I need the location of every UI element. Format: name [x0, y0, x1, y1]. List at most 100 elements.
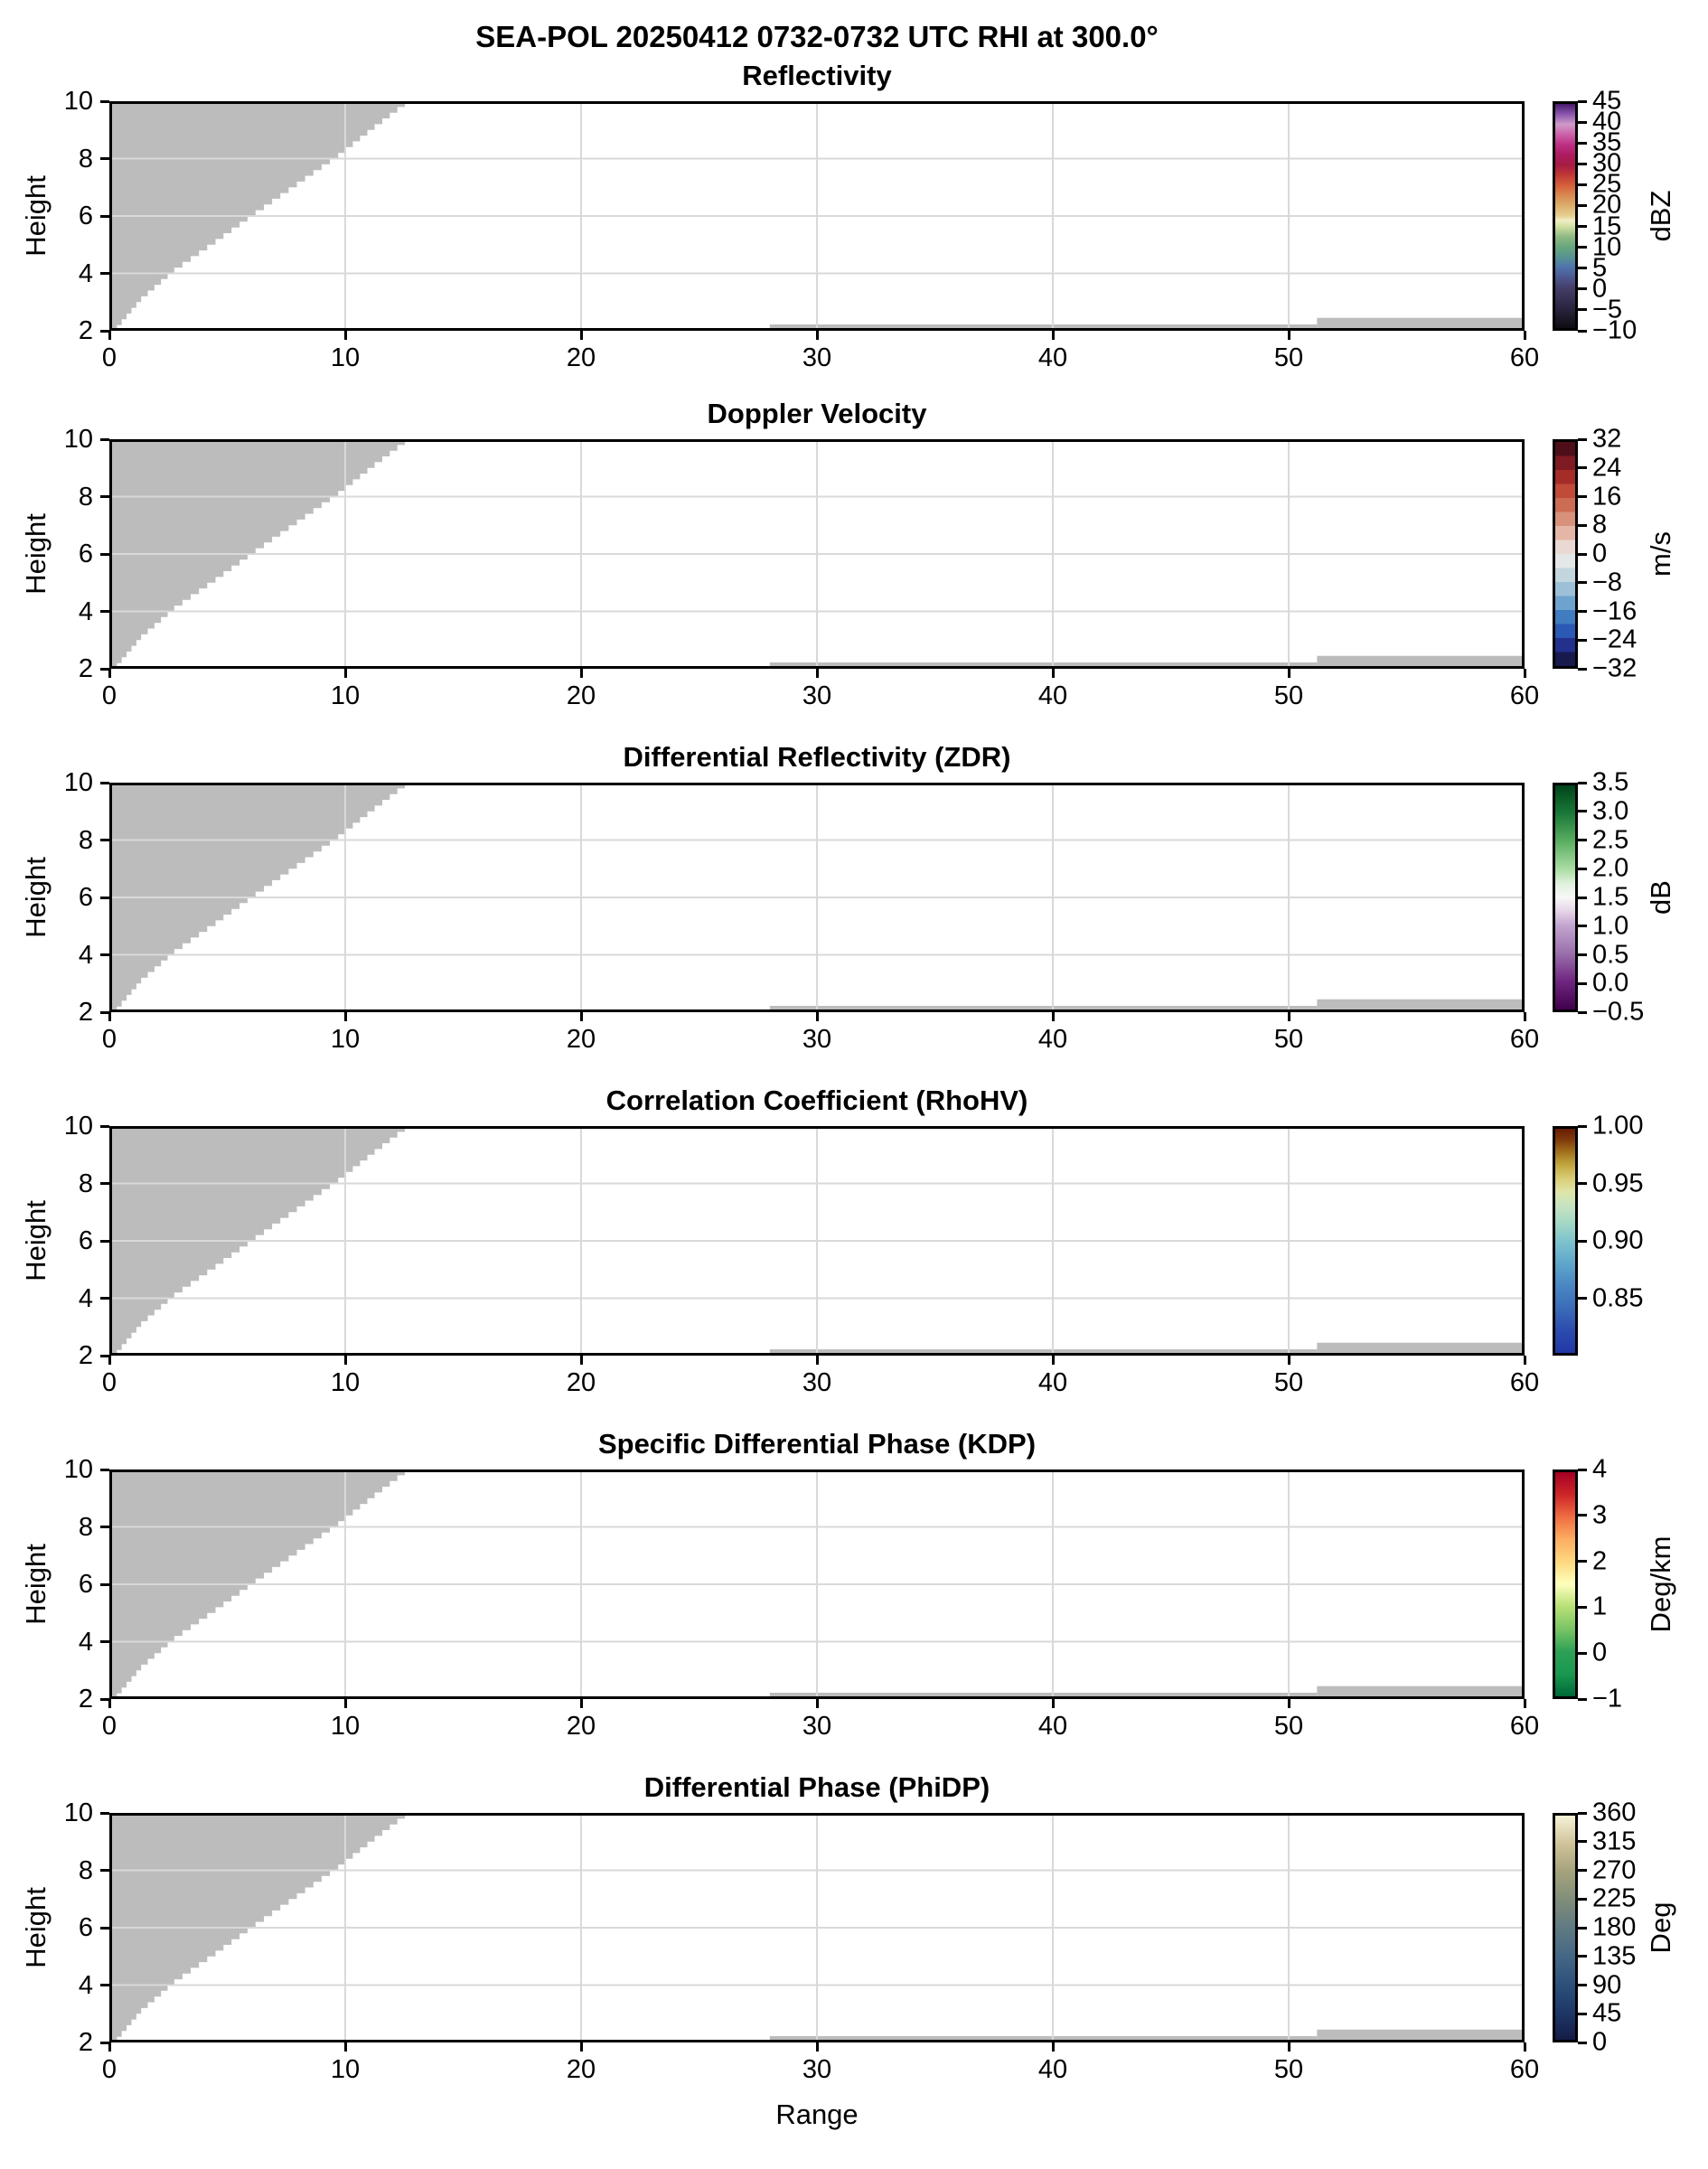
- gridlines: [109, 439, 1525, 669]
- colorbar-tick-label: 16: [1592, 482, 1622, 511]
- colorbar-unit-label: Deg/km: [1645, 1535, 1676, 1633]
- plot-spines: [109, 101, 1525, 331]
- y-tick-mark: [100, 1869, 109, 1872]
- y-tick-label: 4: [78, 596, 93, 626]
- plot-area: [109, 783, 1525, 1012]
- x-tick-label: 20: [566, 1712, 596, 1741]
- colorbar-tick-label: −1: [1592, 1684, 1623, 1714]
- no-data-strip: [769, 324, 1318, 331]
- x-tick-mark: [579, 669, 583, 678]
- colorbar: [1553, 783, 1578, 1012]
- x-tick-label: 30: [802, 1712, 832, 1741]
- x-tick-mark: [1051, 1699, 1055, 1708]
- colorbar-tick-label: 40: [1592, 107, 1622, 136]
- colorbar-tick-label: −8: [1592, 568, 1623, 597]
- colorbar-tick-label: −10: [1592, 315, 1638, 345]
- x-tick-label: 10: [330, 1712, 361, 1741]
- x-tick-label: 60: [1509, 2055, 1540, 2084]
- x-tick-label: 50: [1273, 2055, 1304, 2084]
- colorbar-tick-mark: [1578, 2041, 1587, 2044]
- no-data-strip: [1317, 1342, 1525, 1356]
- x-tick-mark: [815, 1012, 819, 1021]
- plot-spines: [109, 1126, 1525, 1356]
- colorbar-tick-label: 0.0: [1592, 968, 1629, 998]
- colorbar-tick-mark: [1578, 1124, 1587, 1128]
- x-tick-mark: [815, 2042, 819, 2052]
- colorbar-unit-label: dBZ: [1645, 190, 1676, 242]
- colorbar-tick-mark: [1578, 1897, 1587, 1901]
- colorbar-tick-mark: [1578, 981, 1587, 985]
- colorbar-tick-label: 45: [1592, 86, 1622, 116]
- x-tick-mark: [815, 331, 819, 340]
- x-tick-mark: [1523, 1699, 1526, 1708]
- x-tick-mark: [1287, 2042, 1290, 2052]
- y-tick-label: 8: [78, 1855, 93, 1885]
- x-tick-mark: [1287, 331, 1290, 340]
- y-axis-label: Height: [20, 1544, 52, 1625]
- colorbar-unit-label: Deg: [1645, 1901, 1676, 1954]
- plot-area: [109, 1469, 1525, 1699]
- y-tick-label: 10: [63, 768, 93, 797]
- x-tick-label: 0: [101, 681, 117, 710]
- plot-spines: [109, 1469, 1525, 1699]
- colorbar-tick-mark: [1578, 810, 1587, 813]
- x-tick-label: 60: [1509, 1025, 1540, 1054]
- x-tick-mark: [1051, 2042, 1055, 2052]
- y-tick-mark: [100, 552, 109, 556]
- x-tick-label: 50: [1273, 1025, 1304, 1054]
- colorbar-tick-label: 315: [1592, 1826, 1637, 1856]
- no-data-strip: [1317, 999, 1525, 1012]
- colorbar-tick-label: −0.5: [1592, 997, 1645, 1027]
- y-tick-label: 2: [78, 2028, 93, 2057]
- colorbar: [1553, 1813, 1578, 2042]
- colorbar-tick-label: 360: [1592, 1798, 1637, 1827]
- y-tick-mark: [100, 329, 109, 333]
- x-tick-label: 40: [1037, 1025, 1068, 1054]
- panel-title: Differential Phase (PhiDP): [643, 1771, 990, 1803]
- y-tick-label: 4: [78, 1627, 93, 1657]
- colorbar-tick-mark: [1578, 1955, 1587, 1958]
- y-tick-label: 8: [78, 144, 93, 174]
- colorbar-tick-mark: [1578, 1514, 1587, 1517]
- no-data-strip: [1317, 317, 1525, 331]
- x-tick-mark: [343, 1356, 347, 1365]
- y-tick-label: 4: [78, 258, 93, 288]
- y-tick-label: 10: [63, 425, 93, 454]
- colorbar-tick-mark: [1578, 1010, 1587, 1014]
- y-tick-mark: [100, 1239, 109, 1243]
- y-tick-mark: [100, 1811, 109, 1815]
- x-tick-mark: [1051, 331, 1055, 340]
- x-tick-mark: [108, 1356, 111, 1365]
- panel-title: Reflectivity: [742, 60, 892, 91]
- colorbar-tick-label: 1.5: [1592, 882, 1629, 912]
- x-tick-label: 40: [1037, 1712, 1068, 1741]
- y-tick-mark: [100, 1297, 109, 1300]
- y-tick-mark: [100, 1010, 109, 1014]
- y-tick-mark: [100, 272, 109, 275]
- y-tick-label: 2: [78, 998, 93, 1027]
- y-tick-mark: [100, 437, 109, 441]
- no-data-strip: [769, 2036, 1318, 2042]
- y-tick-mark: [100, 1182, 109, 1185]
- colorbar-tick-mark: [1578, 925, 1587, 928]
- colorbar-tick-label: −16: [1592, 596, 1638, 625]
- x-tick-mark: [1523, 331, 1526, 340]
- gridlines: [109, 1813, 1525, 2042]
- y-tick-label: 6: [78, 202, 93, 230]
- x-tick-label: 60: [1509, 681, 1540, 710]
- colorbar-tick-mark: [1578, 638, 1587, 642]
- y-tick-label: 4: [78, 940, 93, 970]
- colorbar-tick-mark: [1578, 953, 1587, 956]
- x-tick-mark: [579, 2042, 583, 2052]
- colorbar-tick-label: 0.5: [1592, 940, 1629, 969]
- colorbar-tick-label: 180: [1592, 1912, 1637, 1942]
- x-tick-label: 50: [1273, 343, 1304, 372]
- colorbar-tick-mark: [1578, 162, 1587, 165]
- colorbar-tick-mark: [1578, 267, 1587, 270]
- colorbar-tick-mark: [1578, 1468, 1587, 1471]
- x-tick-mark: [579, 1699, 583, 1708]
- colorbar-tick-label: 0.85: [1592, 1283, 1644, 1312]
- x-tick-label: 50: [1273, 681, 1304, 710]
- colorbar-tick-mark: [1578, 1560, 1587, 1563]
- y-tick-mark: [100, 99, 109, 103]
